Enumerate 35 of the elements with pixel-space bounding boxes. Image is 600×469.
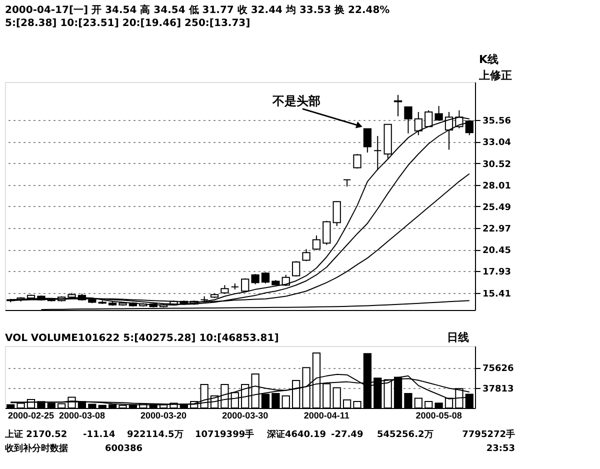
y-tick-label: 25.49 — [482, 202, 511, 213]
text: 922114.5万 — [127, 430, 184, 440]
y-tick-label: 37813 — [482, 384, 514, 394]
y-tick-label: 20.45 — [482, 246, 511, 256]
text: VOL VOLUME101622 5:[40275.28] 10:[46853.81] — [5, 333, 279, 344]
chart-subtitle: 5:[28.38] 10:[23.51] 20:[19.46] 250:[13.73] — [5, 18, 250, 29]
text: 545256.2万 — [377, 430, 434, 440]
text: 600386 — [105, 444, 143, 454]
text: 日线 — [447, 331, 469, 344]
x-tick-label: 2000-04-11 — [304, 410, 350, 420]
text: 10719399手 — [195, 429, 254, 440]
text: K线 — [479, 53, 499, 66]
y-tick-label: 28.01 — [482, 181, 511, 192]
y-tick-label: 33.04 — [482, 138, 511, 148]
text: 上修正 — [478, 69, 512, 82]
text: -27.49 — [331, 430, 364, 440]
x-tick-label: 2000-03-30 — [222, 410, 268, 420]
text: 收到补分时数据 — [5, 443, 68, 454]
x-tick-label: 2000-03-08 — [58, 410, 105, 420]
text: -11.14 — [83, 430, 116, 440]
y-tick-label: 35.56 — [482, 116, 511, 127]
x-tick-label: 2000-02-25 — [8, 410, 54, 420]
x-tick-label: 2000-05-08 — [416, 410, 462, 420]
chart-title: 2000-04-17[一] 开 34.54 高 34.54 低 31.77 收 32.44 均 33.53 换 22.48% — [5, 4, 390, 16]
y-tick-label: 75626 — [482, 364, 514, 374]
text: 23:53 — [486, 444, 515, 454]
y-tick-label: 30.52 — [482, 160, 511, 170]
y-tick-label: 17.93 — [482, 268, 511, 278]
text: 上证 2170.52 — [4, 429, 68, 440]
text: 深证4640.19 — [266, 429, 326, 440]
y-tick-label: 15.41 — [482, 289, 511, 300]
x-tick-label: 2000-03-20 — [140, 410, 187, 420]
y-tick-label: 22.97 — [482, 224, 511, 234]
annotation: 不是头部 — [271, 94, 320, 108]
text: 7795272手 — [462, 429, 515, 440]
